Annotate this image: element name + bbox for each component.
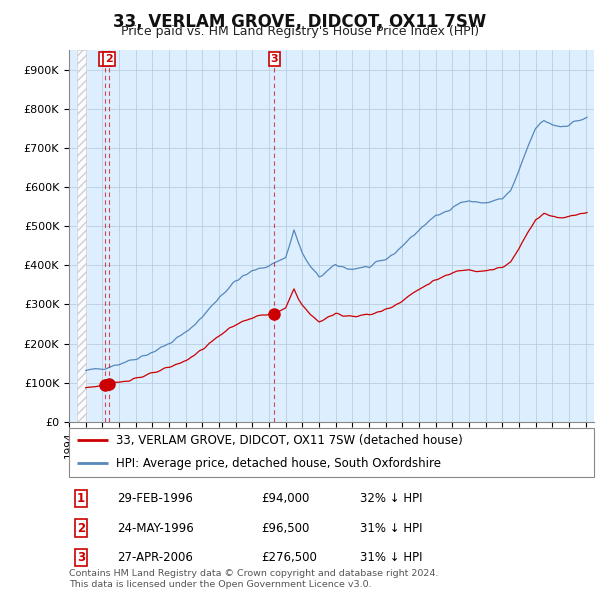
Text: 2: 2 — [77, 522, 85, 535]
Text: 31% ↓ HPI: 31% ↓ HPI — [360, 551, 422, 564]
Text: 2: 2 — [105, 54, 113, 64]
Text: 1: 1 — [77, 492, 85, 505]
Text: £96,500: £96,500 — [261, 522, 310, 535]
Text: HPI: Average price, detached house, South Oxfordshire: HPI: Average price, detached house, Sout… — [116, 457, 441, 470]
Bar — [77, 50, 86, 422]
Text: 29-FEB-1996: 29-FEB-1996 — [117, 492, 193, 505]
Text: 27-APR-2006: 27-APR-2006 — [117, 551, 193, 564]
Text: 24-MAY-1996: 24-MAY-1996 — [117, 522, 194, 535]
Text: 33, VERLAM GROVE, DIDCOT, OX11 7SW: 33, VERLAM GROVE, DIDCOT, OX11 7SW — [113, 13, 487, 31]
Text: Price paid vs. HM Land Registry's House Price Index (HPI): Price paid vs. HM Land Registry's House … — [121, 25, 479, 38]
Text: 32% ↓ HPI: 32% ↓ HPI — [360, 492, 422, 505]
Text: 33, VERLAM GROVE, DIDCOT, OX11 7SW (detached house): 33, VERLAM GROVE, DIDCOT, OX11 7SW (deta… — [116, 434, 463, 447]
FancyBboxPatch shape — [69, 428, 594, 477]
Text: 3: 3 — [77, 551, 85, 564]
Text: £94,000: £94,000 — [261, 492, 310, 505]
Text: £276,500: £276,500 — [261, 551, 317, 564]
Text: 31% ↓ HPI: 31% ↓ HPI — [360, 522, 422, 535]
Text: 1: 1 — [101, 54, 109, 64]
Text: Contains HM Land Registry data © Crown copyright and database right 2024.
This d: Contains HM Land Registry data © Crown c… — [69, 569, 439, 589]
Text: 3: 3 — [271, 54, 278, 64]
